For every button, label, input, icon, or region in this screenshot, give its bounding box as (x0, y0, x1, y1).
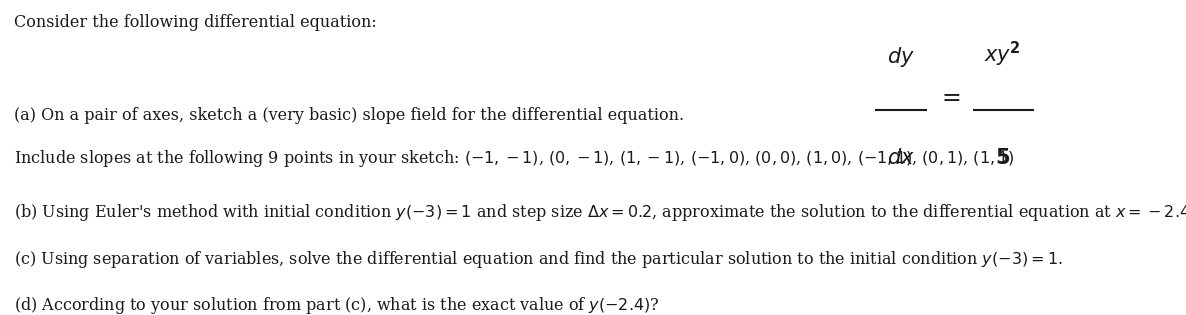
Text: $\mathbf{5}$: $\mathbf{5}$ (995, 148, 1009, 168)
Text: $\mathbf{\mathit{dx}}$: $\mathbf{\mathit{dx}}$ (887, 148, 916, 168)
Text: (b) Using Euler's method with initial condition $y(-3) = 1$ and step size $\Delt: (b) Using Euler's method with initial co… (14, 202, 1186, 223)
Text: $\mathbf{\mathit{dy}}$: $\mathbf{\mathit{dy}}$ (887, 45, 916, 69)
Text: Consider the following differential equation:: Consider the following differential equa… (14, 14, 377, 31)
Text: Include slopes at the following 9 points in your sketch: $(-1,-1)$, $(0,-1)$, $(: Include slopes at the following 9 points… (14, 148, 1015, 169)
Text: (a) On a pair of axes, sketch a (very basic) slope field for the differential eq: (a) On a pair of axes, sketch a (very ba… (14, 107, 684, 124)
Text: (d) According to your solution from part (c), what is the exact value of $y(-2.4: (d) According to your solution from part… (14, 295, 659, 315)
Text: (c) Using separation of variables, solve the differential equation and find the : (c) Using separation of variables, solve… (14, 249, 1063, 270)
Text: $=$: $=$ (937, 84, 961, 108)
Text: $\mathbf{\mathit{xy}}^{\mathbf{2}}$: $\mathbf{\mathit{xy}}^{\mathbf{2}}$ (984, 40, 1020, 69)
